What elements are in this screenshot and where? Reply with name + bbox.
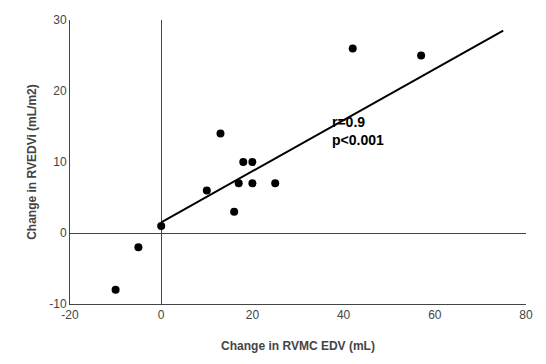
svg-text:20: 20 <box>246 308 260 322</box>
svg-text:80: 80 <box>519 308 533 322</box>
svg-text:-20: -20 <box>61 308 79 322</box>
svg-text:Change in RVMC EDV (mL): Change in RVMC EDV (mL) <box>221 339 375 353</box>
svg-text:10: 10 <box>53 155 67 169</box>
svg-text:60: 60 <box>428 308 442 322</box>
svg-text:30: 30 <box>53 13 67 27</box>
svg-text:0: 0 <box>60 226 67 240</box>
svg-text:20: 20 <box>53 84 67 98</box>
svg-text:0: 0 <box>158 308 165 322</box>
svg-text:-10: -10 <box>49 297 67 311</box>
svg-text:r=0.9p<0.001: r=0.9p<0.001 <box>332 114 384 148</box>
svg-text:40: 40 <box>337 308 351 322</box>
svg-text:Change in RVEDVi (mL/m2): Change in RVEDVi (mL/m2) <box>25 84 39 240</box>
